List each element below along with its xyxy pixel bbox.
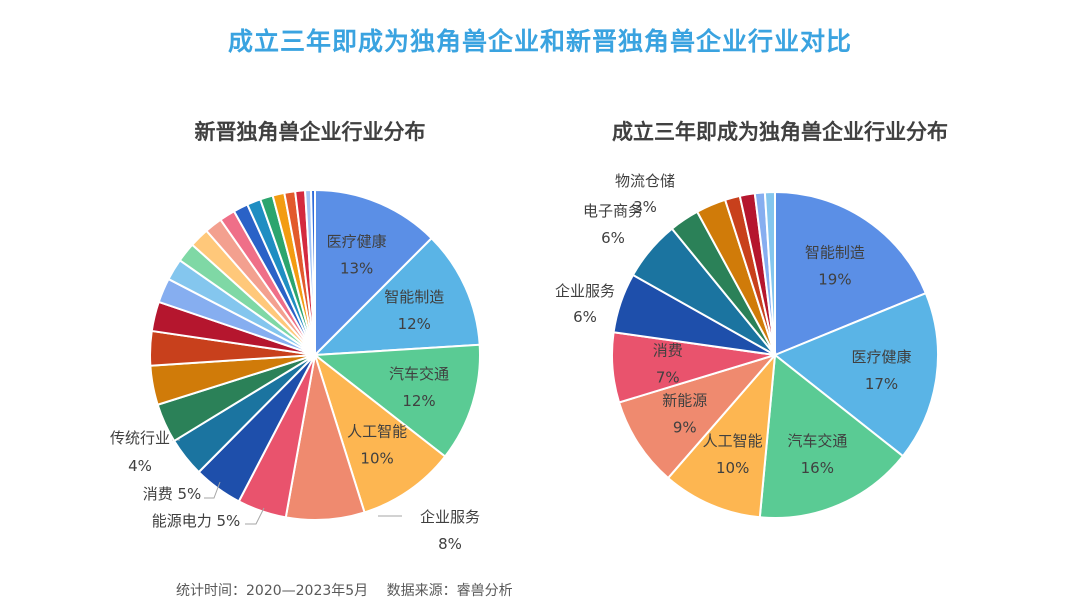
left-slice-25 <box>309 188 316 356</box>
right-slice-value-5: 7% <box>656 368 680 386</box>
right-slice-label-2: 汽车交通 <box>787 432 847 450</box>
left-slice-label-5: 能源电力 5% <box>152 512 241 530</box>
right-slice-4 <box>617 353 779 480</box>
left-slice-label-7: 传统行业 <box>110 429 170 447</box>
right-slice-value-6: 6% <box>573 308 597 326</box>
right-chart-title: 成立三年即成为独角兽企业行业分布 <box>612 120 948 144</box>
left-slice-value-7: 4% <box>128 457 152 475</box>
right-slice-label-7: 电子商务 <box>583 202 643 220</box>
left-slice-1 <box>312 236 481 357</box>
left-leader-line-6 <box>204 481 221 499</box>
right-slice-label-1: 医疗健康 <box>852 348 912 366</box>
right-slice-value-3: 10% <box>716 459 749 477</box>
right-slice-3 <box>666 351 777 519</box>
left-slice-label-0: 医疗健康 <box>327 232 387 250</box>
right-slice-label-8: 物流仓储 <box>615 172 675 190</box>
left-slice-2 <box>312 343 481 458</box>
right-slice-value-2: 16% <box>801 459 834 477</box>
right-slice-label-5: 消费 <box>653 341 683 359</box>
left-slice-value-2: 12% <box>402 392 435 410</box>
pie-chart-left: 医疗健康 13% 智能制造 12% 汽车交通 12% 人工智能 10% 企业服务 8% 能源电力 5… <box>110 188 481 553</box>
left-slice-0 <box>314 188 433 358</box>
left-slice-value-4: 8% <box>438 535 462 553</box>
left-slice-value-0: 13% <box>340 259 373 277</box>
left-slice-value-1: 12% <box>398 315 431 333</box>
footer: 统计时间：2020—2023年5月 数据来源：睿兽分析 <box>176 580 527 600</box>
left-slice-label-1: 智能制造 <box>384 288 444 306</box>
left-chart-title: 新晋独角兽企业行业分布 <box>194 120 426 144</box>
right-slice-value-1: 17% <box>865 375 898 393</box>
right-slice-1 <box>773 291 939 458</box>
left-slice-label-3: 人工智能 <box>347 422 407 440</box>
right-slice-value-7: 6% <box>601 229 625 247</box>
footer-stat-time: 统计时间：2020—2023年5月 <box>176 583 369 599</box>
left-leader-line-5 <box>245 507 265 525</box>
left-slice-3 <box>313 352 447 514</box>
pie-chart-right: 智能制造 19% 医疗健康 17% 汽车交通 16% 人工智能 10% 新能源 9% 消费 7% 企业服… <box>555 172 939 519</box>
left-slice-label-4: 企业服务 <box>420 508 480 526</box>
right-slice-2 <box>758 353 905 519</box>
page-title: 成立三年即成为独角兽企业和新晋独角兽企业行业对比 <box>227 27 852 56</box>
right-slice-0 <box>774 190 928 357</box>
right-slice-value-8: 3% <box>633 198 657 216</box>
left-slice-label-2: 汽车交通 <box>389 365 449 383</box>
right-slice-value-0: 19% <box>818 271 851 289</box>
right-slice-label-6: 企业服务 <box>555 282 615 300</box>
footer-source: 数据来源：睿兽分析 <box>386 583 513 599</box>
right-slice-value-4: 9% <box>673 419 697 437</box>
left-slice-value-3: 10% <box>360 449 393 467</box>
right-slice-label-0: 智能制造 <box>805 244 865 262</box>
right-slice-13 <box>763 190 776 356</box>
left-slice-label-6: 消费 5% <box>143 485 202 503</box>
right-slice-label-4: 新能源 <box>662 392 707 410</box>
right-slice-label-3: 人工智能 <box>703 432 763 450</box>
